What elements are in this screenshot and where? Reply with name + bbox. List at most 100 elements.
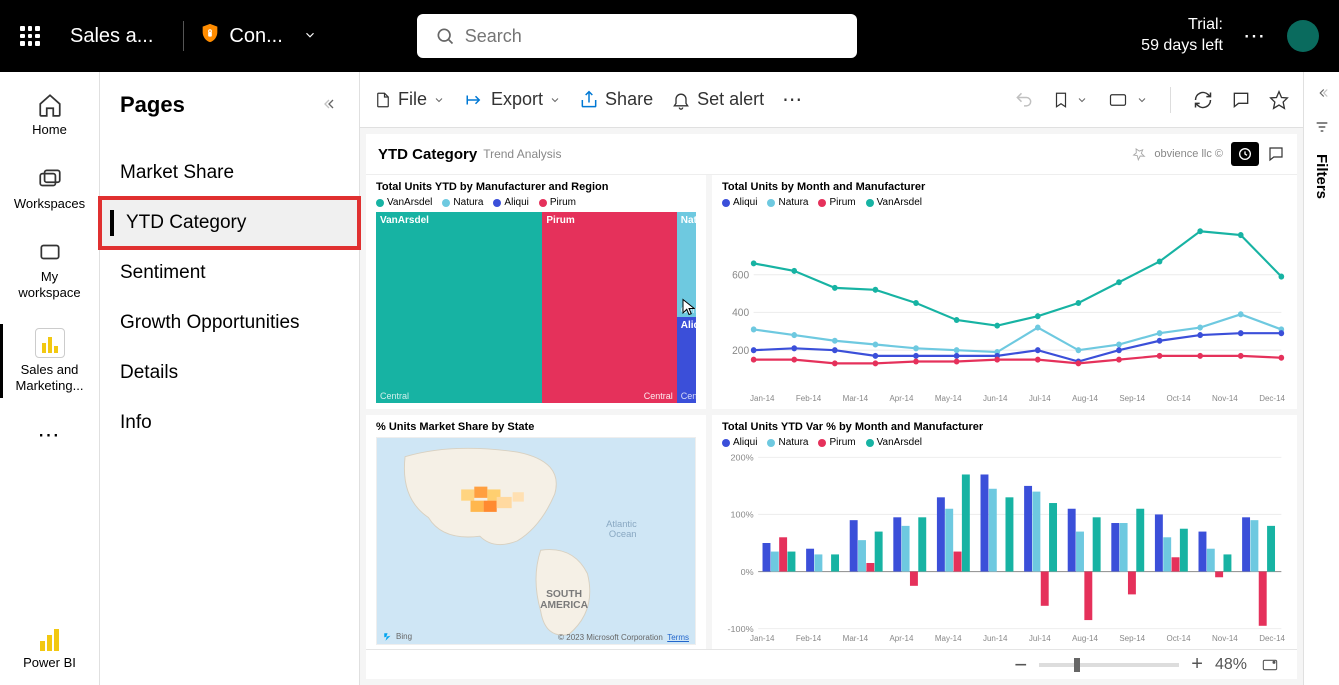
chevron-down-icon[interactable] bbox=[303, 28, 317, 45]
view-icon bbox=[1106, 91, 1130, 109]
refresh-button[interactable] bbox=[1193, 90, 1213, 110]
toolbar-divider bbox=[1170, 87, 1171, 113]
page-item-sentiment[interactable]: Sentiment bbox=[100, 248, 359, 298]
chevron-down-icon bbox=[549, 94, 561, 106]
barchart-x-axis: Jan-14Feb-14Mar-14Apr-14May-14Jun-14Jul-… bbox=[722, 634, 1287, 643]
search-box[interactable] bbox=[417, 14, 857, 58]
pin-icon[interactable] bbox=[1132, 147, 1146, 161]
share-icon bbox=[579, 90, 599, 110]
pages-panel: Pages Market Share YTD Category Sentimen… bbox=[100, 72, 360, 685]
nav-my-workspace-label: Myworkspace bbox=[18, 269, 80, 300]
sensitivity-label[interactable]: Con... bbox=[229, 25, 282, 48]
map-terms: © 2023 Microsoft Corporation Terms bbox=[558, 633, 689, 642]
visual-barchart[interactable]: Total Units YTD Var % by Month and Manuf… bbox=[712, 415, 1297, 649]
zoom-in-button[interactable]: + bbox=[1191, 653, 1203, 676]
linechart-title: Total Units by Month and Manufacturer bbox=[722, 181, 1287, 193]
nav-workspaces[interactable]: Workspaces bbox=[0, 162, 99, 216]
visual-treemap[interactable]: Total Units YTD by Manufacturer and Regi… bbox=[366, 175, 706, 409]
comment-icon[interactable] bbox=[1267, 145, 1285, 163]
star-icon bbox=[1269, 90, 1289, 110]
barchart-body: -100%0%100%200% bbox=[722, 452, 1287, 634]
svg-text:0%: 0% bbox=[741, 567, 754, 577]
page-item-market-share[interactable]: Market Share bbox=[100, 148, 359, 198]
report-icon bbox=[35, 328, 65, 358]
page-list: Market Share YTD Category Sentiment Grow… bbox=[100, 148, 359, 448]
pages-header: Pages bbox=[120, 92, 185, 118]
zoom-slider[interactable] bbox=[1039, 663, 1179, 667]
export-menu[interactable]: Export bbox=[463, 89, 561, 110]
share-button[interactable]: Share bbox=[579, 89, 653, 110]
view-button[interactable] bbox=[1106, 91, 1148, 109]
fit-to-page-icon[interactable] bbox=[1259, 657, 1281, 673]
app-launcher-icon[interactable] bbox=[20, 26, 40, 46]
zoom-thumb[interactable] bbox=[1074, 658, 1080, 672]
svg-text:400: 400 bbox=[732, 307, 749, 319]
treemap-title: Total Units YTD by Manufacturer and Regi… bbox=[376, 181, 696, 193]
nav-active-label: Sales andMarketing... bbox=[16, 362, 84, 393]
report-title: YTD Category bbox=[378, 146, 477, 163]
trial-line2: 59 days left bbox=[1141, 36, 1223, 57]
set-alert-button[interactable]: Set alert bbox=[671, 89, 764, 110]
nav-powerbi-label: Power BI bbox=[23, 655, 76, 671]
powerbi-icon bbox=[40, 629, 59, 651]
collapse-pages-icon[interactable] bbox=[323, 96, 339, 115]
file-icon bbox=[374, 89, 392, 111]
map-credit: Bing bbox=[383, 632, 412, 642]
search-icon bbox=[435, 26, 455, 46]
trial-line1: Trial: bbox=[1141, 15, 1223, 36]
zoom-out-button[interactable]: − bbox=[1014, 652, 1027, 678]
comment-button[interactable] bbox=[1231, 90, 1251, 110]
reset-button[interactable] bbox=[1014, 90, 1034, 110]
nav-home-label: Home bbox=[32, 122, 67, 138]
filters-rail: Filters bbox=[1303, 72, 1339, 685]
expand-filters-icon[interactable] bbox=[1315, 86, 1329, 105]
chevron-down-icon bbox=[1076, 94, 1088, 106]
file-menu[interactable]: File bbox=[374, 89, 445, 111]
toolbar-more[interactable]: ⋯ bbox=[782, 87, 804, 112]
report-page-header: YTD Category Trend Analysis obvience llc… bbox=[366, 134, 1297, 175]
more-menu-icon[interactable]: ⋯ bbox=[1243, 23, 1267, 49]
zoom-bar: − + 48% bbox=[366, 649, 1297, 679]
visual-map[interactable]: % Units Market Share by State bbox=[366, 415, 706, 649]
chevron-down-icon bbox=[1136, 94, 1148, 106]
nav-sales-marketing[interactable]: Sales andMarketing... bbox=[0, 324, 99, 397]
svg-text:600: 600 bbox=[732, 269, 749, 281]
bookmark-button[interactable] bbox=[1052, 90, 1088, 110]
page-item-info[interactable]: Info bbox=[100, 398, 359, 448]
avatar[interactable] bbox=[1287, 20, 1319, 52]
svg-text:SOUTH: SOUTH bbox=[546, 589, 582, 600]
app-title[interactable]: Sales a... bbox=[70, 25, 153, 48]
svg-text:AMERICA: AMERICA bbox=[540, 600, 588, 611]
top-app-bar: Sales a... Con... Trial: 59 days left ⋯ bbox=[0, 0, 1339, 72]
undo-icon bbox=[1014, 90, 1034, 110]
trial-status: Trial: 59 days left bbox=[1141, 15, 1223, 57]
svg-text:200: 200 bbox=[732, 345, 749, 357]
filters-label[interactable]: Filters bbox=[1313, 154, 1330, 199]
nav-my-workspace[interactable]: Myworkspace bbox=[0, 235, 99, 304]
treemap-legend: VanArsdel Natura Aliqui Pirum bbox=[376, 197, 696, 208]
report-toolbar: File Export Share Set alert ⋯ bbox=[360, 72, 1303, 128]
chevron-down-icon bbox=[433, 94, 445, 106]
svg-text:Atlantic: Atlantic bbox=[606, 519, 637, 529]
page-item-growth-opportunities[interactable]: Growth Opportunities bbox=[100, 298, 359, 348]
page-item-ytd-category[interactable]: YTD Category bbox=[100, 198, 359, 248]
linechart-legend: Aliqui Natura Pirum VanArsdel bbox=[722, 197, 1287, 208]
vertical-divider bbox=[183, 21, 184, 51]
page-item-details[interactable]: Details bbox=[100, 348, 359, 398]
map-body: Atlantic Ocean SOUTH AMERICA Bing © 2023… bbox=[376, 437, 696, 645]
svg-text:Ocean: Ocean bbox=[609, 529, 637, 539]
report-subtitle: Trend Analysis bbox=[483, 147, 561, 161]
cursor-icon bbox=[680, 295, 698, 319]
filter-icon[interactable] bbox=[1314, 119, 1330, 140]
favorite-button[interactable] bbox=[1269, 90, 1289, 110]
bell-icon bbox=[671, 90, 691, 110]
linechart-x-axis: Jan-14Feb-14Mar-14Apr-14May-14Jun-14Jul-… bbox=[722, 394, 1287, 403]
ellipsis-icon: ⋯ bbox=[38, 422, 62, 448]
nav-powerbi[interactable]: Power BI bbox=[0, 625, 99, 675]
nav-home[interactable]: Home bbox=[0, 88, 99, 142]
nav-more[interactable]: ⋯ bbox=[0, 418, 99, 452]
search-input[interactable] bbox=[465, 26, 839, 47]
visual-linechart[interactable]: Total Units by Month and Manufacturer Al… bbox=[712, 175, 1297, 409]
refresh-badge-icon[interactable] bbox=[1231, 142, 1259, 166]
report-canvas: YTD Category Trend Analysis obvience llc… bbox=[360, 128, 1303, 685]
